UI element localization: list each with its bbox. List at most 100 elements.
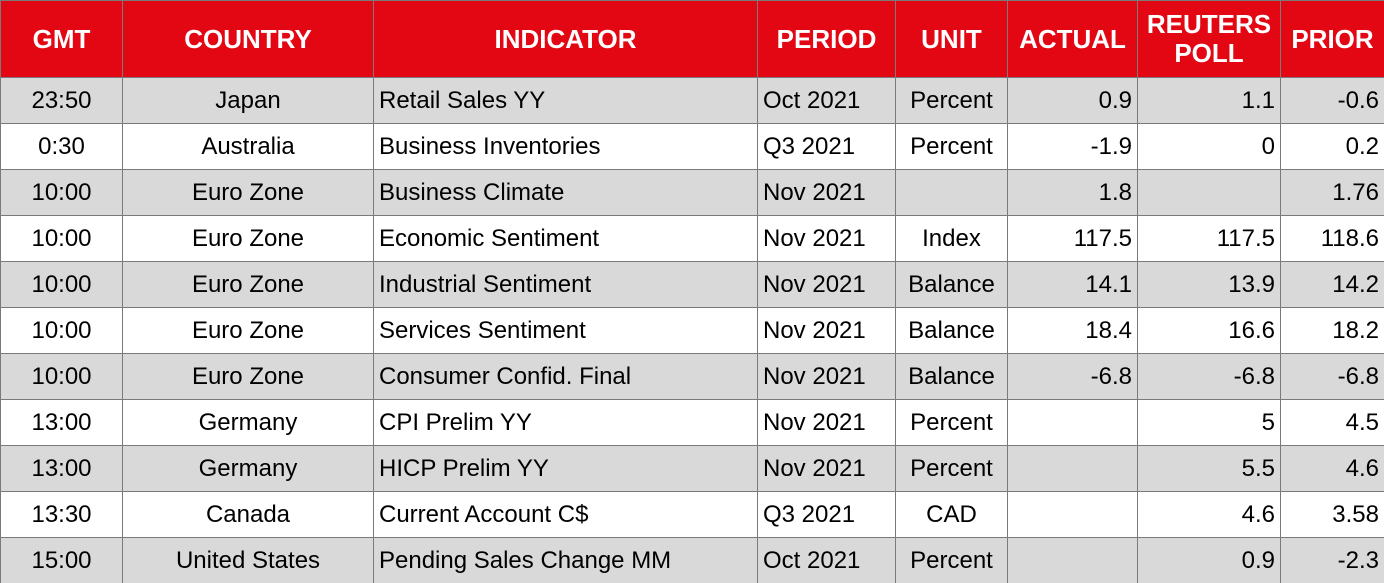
actual-cell xyxy=(1007,399,1138,446)
reuters-poll-cell: 1.1 xyxy=(1137,77,1281,124)
period-cell: Nov 2021 xyxy=(757,169,896,216)
unit-cell: Index xyxy=(895,215,1008,262)
prior-cell: -6.8 xyxy=(1280,353,1384,400)
unit-cell xyxy=(895,169,1008,216)
table-row: 23:50 Japan Retail Sales YY Oct 2021 Percent… xyxy=(0,77,1384,124)
period-cell: Nov 2021 xyxy=(757,261,896,308)
column-header: ACTUAL xyxy=(1007,0,1138,78)
gmt-cell: 13:00 xyxy=(0,445,123,492)
unit-cell: CAD xyxy=(895,491,1008,538)
indicator-cell: Services Sentiment xyxy=(373,307,758,354)
unit-cell: Balance xyxy=(895,307,1008,354)
period-cell: Q3 2021 xyxy=(757,491,896,538)
period-cell: Nov 2021 xyxy=(757,399,896,446)
prior-cell: 0.2 xyxy=(1280,123,1384,170)
actual-cell: -1.9 xyxy=(1007,123,1138,170)
column-header: INDICATOR xyxy=(373,0,758,78)
period-cell: Nov 2021 xyxy=(757,445,896,492)
column-header: COUNTRY xyxy=(122,0,374,78)
header-row: GMT COUNTRY INDICATOR PERIOD UNIT ACTUAL REUTE… xyxy=(0,0,1384,78)
country-cell: Euro Zone xyxy=(122,261,374,308)
table-row: 10:00 Euro Zone Economic Sentiment Nov 2021… xyxy=(0,215,1384,262)
actual-cell xyxy=(1007,491,1138,538)
indicator-cell: Current Account C$ xyxy=(373,491,758,538)
period-cell: Q3 2021 xyxy=(757,123,896,170)
gmt-cell: 13:00 xyxy=(0,399,123,446)
reuters-poll-cell: 13.9 xyxy=(1137,261,1281,308)
table-row: 10:00 Euro Zone Services Sentiment Nov 2021… xyxy=(0,307,1384,354)
reuters-poll-cell: 4.6 xyxy=(1137,491,1281,538)
prior-cell: 118.6 xyxy=(1280,215,1384,262)
country-cell: Euro Zone xyxy=(122,353,374,400)
gmt-cell: 15:00 xyxy=(0,537,123,583)
prior-cell: 4.6 xyxy=(1280,445,1384,492)
gmt-cell: 10:00 xyxy=(0,261,123,308)
country-cell: Euro Zone xyxy=(122,169,374,216)
table-row: 0:30 Australia Business Inventories Q3 2021… xyxy=(0,123,1384,170)
actual-cell: 14.1 xyxy=(1007,261,1138,308)
prior-cell: 18.2 xyxy=(1280,307,1384,354)
indicator-cell: Business Inventories xyxy=(373,123,758,170)
column-header: PRIOR xyxy=(1280,0,1384,78)
table-body: 23:50 Japan Retail Sales YY Oct 2021 Percent… xyxy=(0,77,1384,583)
prior-cell: 14.2 xyxy=(1280,261,1384,308)
country-cell: Euro Zone xyxy=(122,307,374,354)
prior-cell: -2.3 xyxy=(1280,537,1384,583)
country-cell: United States xyxy=(122,537,374,583)
indicator-cell: Economic Sentiment xyxy=(373,215,758,262)
gmt-cell: 0:30 xyxy=(0,123,123,170)
indicator-cell: Business Climate xyxy=(373,169,758,216)
prior-cell: 3.58 xyxy=(1280,491,1384,538)
table-row: 13:00 Germany CPI Prelim YY Nov 2021 Percent… xyxy=(0,399,1384,446)
gmt-cell: 13:30 xyxy=(0,491,123,538)
unit-cell: Percent xyxy=(895,445,1008,492)
table-row: 15:00 United States Pending Sales Change M… xyxy=(0,537,1384,583)
gmt-cell: 10:00 xyxy=(0,307,123,354)
column-header: PERIOD xyxy=(757,0,896,78)
actual-cell: 117.5 xyxy=(1007,215,1138,262)
reuters-poll-cell: 16.6 xyxy=(1137,307,1281,354)
period-cell: Oct 2021 xyxy=(757,77,896,124)
period-cell: Nov 2021 xyxy=(757,353,896,400)
actual-cell xyxy=(1007,445,1138,492)
reuters-poll-cell: 117.5 xyxy=(1137,215,1281,262)
indicator-cell: HICP Prelim YY xyxy=(373,445,758,492)
actual-cell: 18.4 xyxy=(1007,307,1138,354)
unit-cell: Percent xyxy=(895,537,1008,583)
column-header: REUTERS POLL xyxy=(1137,0,1281,78)
prior-cell: 4.5 xyxy=(1280,399,1384,446)
actual-cell xyxy=(1007,537,1138,583)
country-cell: Canada xyxy=(122,491,374,538)
country-cell: Germany xyxy=(122,399,374,446)
unit-cell: Balance xyxy=(895,353,1008,400)
period-cell: Nov 2021 xyxy=(757,215,896,262)
unit-cell: Percent xyxy=(895,123,1008,170)
table-row: 10:00 Euro Zone Consumer Confid. Final Nov … xyxy=(0,353,1384,400)
country-cell: Japan xyxy=(122,77,374,124)
indicator-cell: Pending Sales Change MM xyxy=(373,537,758,583)
period-cell: Nov 2021 xyxy=(757,307,896,354)
reuters-poll-cell: 5.5 xyxy=(1137,445,1281,492)
period-cell: Oct 2021 xyxy=(757,537,896,583)
prior-cell: 1.76 xyxy=(1280,169,1384,216)
unit-cell: Balance xyxy=(895,261,1008,308)
unit-cell: Percent xyxy=(895,399,1008,446)
indicator-cell: CPI Prelim YY xyxy=(373,399,758,446)
country-cell: Euro Zone xyxy=(122,215,374,262)
actual-cell: -6.8 xyxy=(1007,353,1138,400)
prior-cell: -0.6 xyxy=(1280,77,1384,124)
gmt-cell: 10:00 xyxy=(0,215,123,262)
gmt-cell: 23:50 xyxy=(0,77,123,124)
reuters-poll-cell: 0.9 xyxy=(1137,537,1281,583)
table-row: 13:30 Canada Current Account C$ Q3 2021 CAD 4… xyxy=(0,491,1384,538)
country-cell: Australia xyxy=(122,123,374,170)
indicator-cell: Retail Sales YY xyxy=(373,77,758,124)
indicator-cell: Consumer Confid. Final xyxy=(373,353,758,400)
actual-cell: 1.8 xyxy=(1007,169,1138,216)
reuters-poll-cell: 5 xyxy=(1137,399,1281,446)
table-row: 13:00 Germany HICP Prelim YY Nov 2021 Percen… xyxy=(0,445,1384,492)
reuters-poll-cell xyxy=(1137,169,1281,216)
table-row: 10:00 Euro Zone Industrial Sentiment Nov 20… xyxy=(0,261,1384,308)
